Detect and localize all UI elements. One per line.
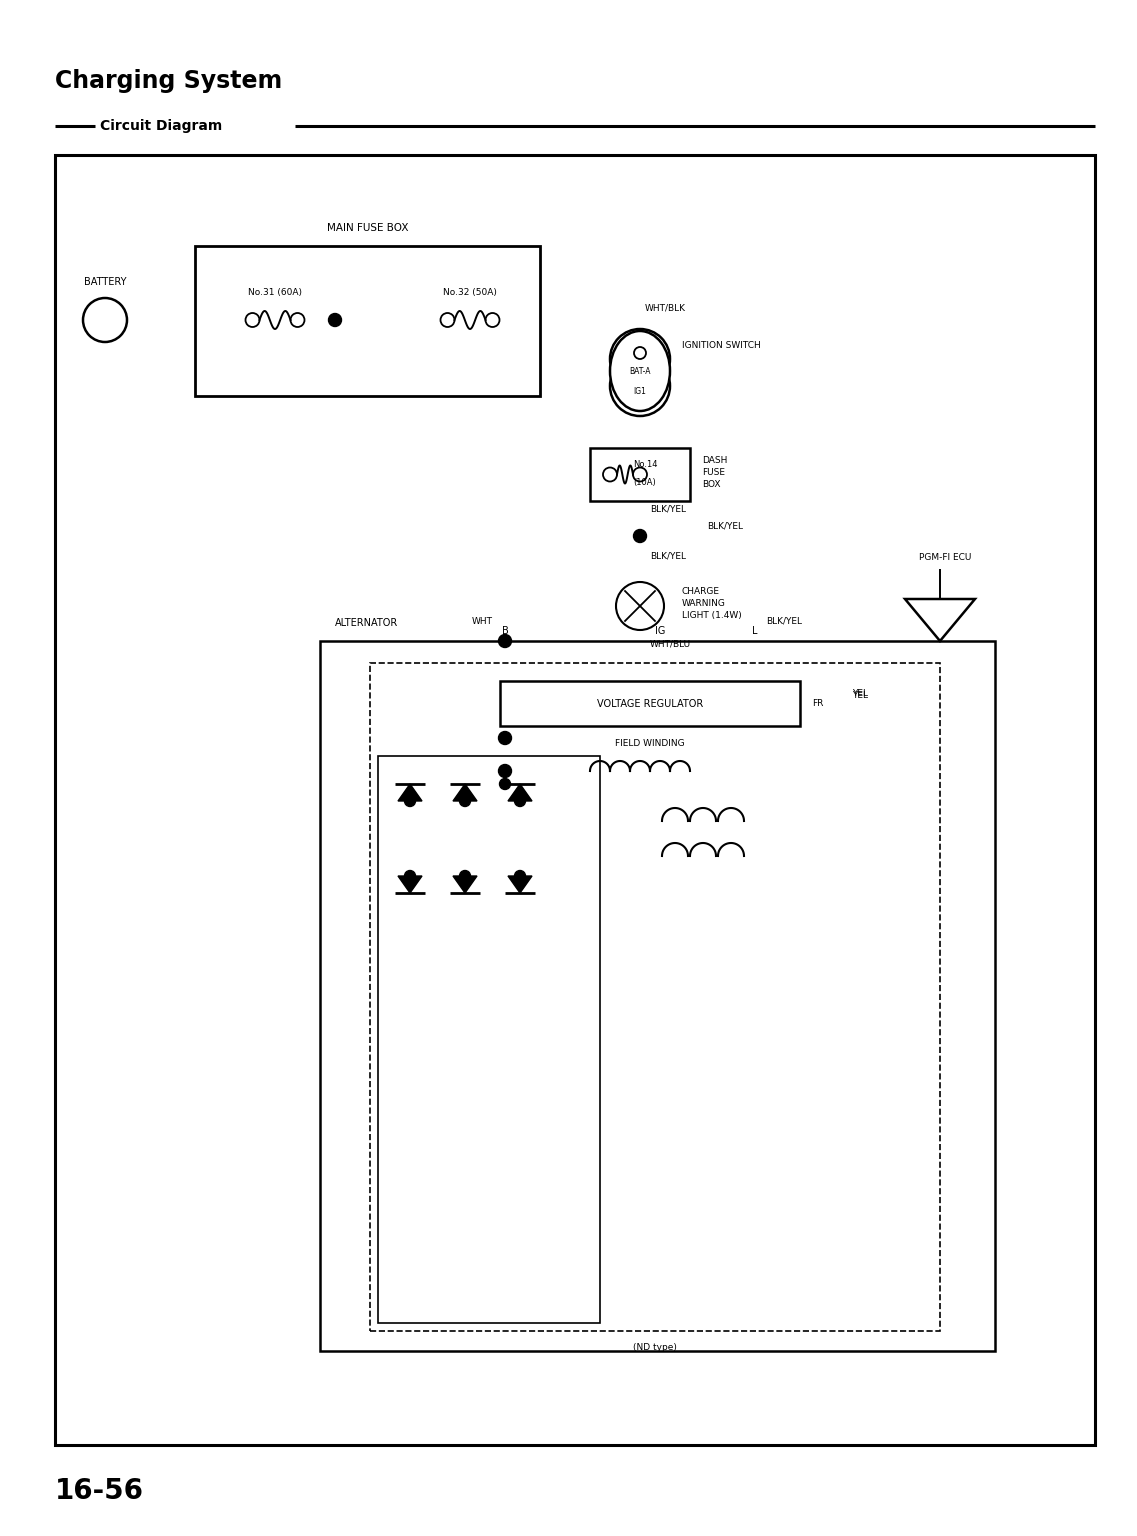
Text: BAT-A: BAT-A	[629, 367, 650, 375]
Circle shape	[633, 530, 647, 542]
Circle shape	[459, 796, 471, 806]
Circle shape	[616, 582, 664, 630]
Polygon shape	[453, 783, 478, 800]
Circle shape	[405, 871, 415, 882]
Text: ALTERNATOR: ALTERNATOR	[335, 617, 398, 628]
Text: No.32 (50A): No.32 (50A)	[443, 289, 497, 298]
Text: WHT/BLK: WHT/BLK	[645, 304, 686, 312]
Text: CHARGE: CHARGE	[682, 587, 720, 596]
Text: Circuit Diagram: Circuit Diagram	[100, 118, 222, 134]
Circle shape	[515, 871, 525, 882]
Text: WHT/BLU: WHT/BLU	[650, 639, 691, 648]
Circle shape	[290, 313, 305, 327]
Bar	[370, 664, 940, 1332]
Text: FIELD WINDING: FIELD WINDING	[615, 739, 684, 748]
Text: L: L	[753, 627, 757, 636]
Text: BLK/YEL: BLK/YEL	[707, 522, 742, 530]
Circle shape	[246, 313, 259, 327]
Bar	[500, 680, 800, 727]
Circle shape	[405, 796, 415, 806]
Bar	[377, 756, 600, 1322]
Circle shape	[634, 347, 646, 359]
Text: +: +	[99, 312, 111, 327]
Polygon shape	[508, 876, 532, 892]
Circle shape	[515, 796, 525, 806]
Circle shape	[83, 298, 127, 343]
Circle shape	[609, 329, 670, 389]
Text: YEL: YEL	[852, 691, 868, 700]
Polygon shape	[905, 599, 976, 641]
Text: FR: FR	[812, 699, 823, 708]
Text: FUSE: FUSE	[702, 468, 725, 478]
Text: BLK/YEL: BLK/YEL	[650, 504, 686, 513]
Text: MAIN FUSE BOX: MAIN FUSE BOX	[326, 223, 408, 233]
Text: BLK/YEL: BLK/YEL	[650, 551, 686, 561]
Polygon shape	[508, 783, 532, 800]
Text: IGNITION SWITCH: IGNITION SWITCH	[682, 341, 761, 350]
Circle shape	[440, 313, 455, 327]
Text: (ND type): (ND type)	[633, 1344, 677, 1353]
Text: WHT: WHT	[472, 616, 493, 625]
Circle shape	[498, 765, 512, 777]
Ellipse shape	[609, 330, 670, 412]
Text: VOLTAGE REGULATOR: VOLTAGE REGULATOR	[597, 699, 703, 708]
Polygon shape	[398, 783, 422, 800]
Circle shape	[609, 356, 670, 416]
Text: 16-56: 16-56	[55, 1478, 144, 1505]
Circle shape	[459, 871, 471, 882]
Circle shape	[633, 467, 647, 481]
Bar	[55, 155, 1095, 1445]
Bar	[609, 359, 670, 386]
Text: B: B	[501, 627, 508, 636]
Circle shape	[485, 313, 499, 327]
Text: Charging System: Charging System	[55, 69, 282, 94]
Circle shape	[603, 467, 617, 481]
Polygon shape	[398, 876, 422, 892]
Bar	[590, 449, 690, 501]
Text: No.31 (60A): No.31 (60A)	[248, 289, 302, 298]
Text: BATTERY: BATTERY	[84, 276, 126, 287]
Polygon shape	[453, 876, 478, 892]
Text: WARNING: WARNING	[682, 599, 725, 608]
Text: LIGHT (1.4W): LIGHT (1.4W)	[682, 611, 741, 621]
Text: No.14: No.14	[633, 459, 657, 468]
Circle shape	[498, 634, 512, 648]
Text: IG: IG	[655, 627, 665, 636]
Bar	[319, 641, 995, 1352]
Text: PGM-FI ECU: PGM-FI ECU	[919, 553, 971, 562]
Circle shape	[498, 731, 512, 745]
Text: IG1: IG1	[633, 387, 647, 395]
Text: (10A): (10A)	[633, 478, 656, 487]
Bar	[196, 246, 540, 396]
Text: BOX: BOX	[702, 479, 721, 488]
Text: BLK/YEL: BLK/YEL	[766, 616, 802, 625]
Text: YEL: YEL	[852, 690, 868, 697]
Text: DASH: DASH	[702, 456, 728, 465]
Circle shape	[329, 313, 341, 327]
Circle shape	[499, 779, 511, 790]
